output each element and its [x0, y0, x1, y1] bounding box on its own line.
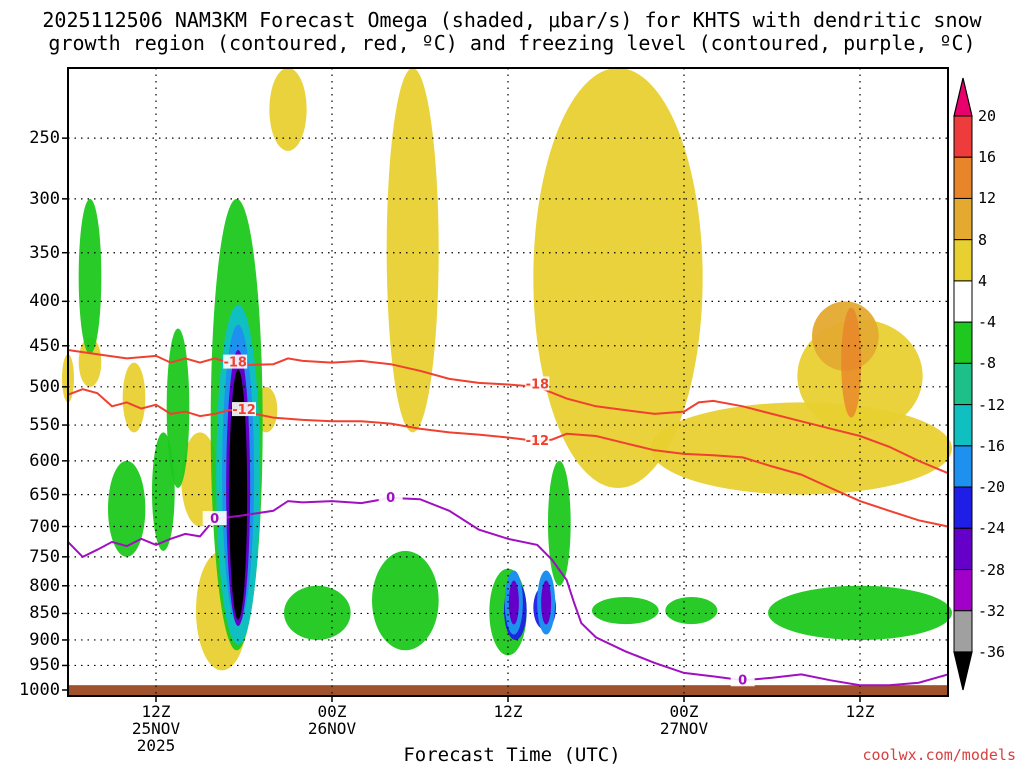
- colorbar-swatch: [953, 239, 973, 282]
- colorbar-label: 4: [978, 271, 988, 290]
- y-tick-label: 600: [29, 450, 60, 471]
- colorbar-swatch: [953, 321, 973, 364]
- y-tick-label: 700: [29, 516, 60, 537]
- colorbar-bottom-triangle: [953, 651, 973, 691]
- omega-shade-8: [533, 68, 703, 488]
- omega-shade-9: [592, 596, 659, 625]
- colorbar-swatch: [953, 404, 973, 447]
- colorbar-label: -36: [978, 643, 1006, 661]
- colorbar-swatch: [953, 486, 973, 529]
- colorbar-top-triangle: [953, 77, 973, 117]
- colorbar-swatch: [953, 115, 973, 158]
- dgz-contour--18: [67, 349, 949, 475]
- omega-core2-purple-1: [541, 580, 552, 625]
- x-axis-title: Forecast Time (UTC): [403, 744, 621, 766]
- omega-shade-6: [269, 68, 307, 151]
- colorbar-swatch: [953, 156, 973, 199]
- omega-shade-11: [768, 585, 952, 640]
- x-tick-label: 25NOV: [131, 719, 181, 738]
- credit-link[interactable]: coolwx.com/models: [862, 746, 1016, 764]
- dgz-label-minus12-b-bg: [525, 433, 550, 448]
- omega-shade-7: [386, 68, 439, 433]
- omega-shade-8: [548, 460, 571, 586]
- dgz-label-minus18-a-bg: [223, 354, 248, 369]
- y-tick-label: 650: [29, 484, 60, 505]
- colorbar-label: -20: [978, 478, 1006, 497]
- y-tick-label: 400: [29, 291, 60, 312]
- y-tick-label: 250: [29, 128, 60, 149]
- omega-shade-0: [78, 198, 102, 355]
- omega-shade-3: [166, 328, 190, 488]
- chart-title-line2: growth region (contoured, red, ºC) and f…: [48, 31, 976, 55]
- omega-shade-9: [650, 402, 952, 495]
- y-tick-label: 450: [29, 335, 60, 356]
- omega-shade-6: [372, 550, 439, 651]
- dgz-label-minus12-b: -12: [526, 434, 550, 449]
- dgz-label-minus18-a: -18: [223, 356, 247, 371]
- dgz-label-minus18-b: -18: [526, 377, 550, 392]
- x-tick-label: 00Z: [317, 702, 347, 721]
- freezing-label-c-bg: [202, 511, 227, 526]
- colorbar-swatch: [953, 197, 973, 241]
- chart-title-line1: 2025112506 NAM3KM Forecast Omega (shaded…: [42, 8, 982, 32]
- ground-band: [68, 685, 948, 696]
- y-tick-label: 300: [29, 188, 60, 209]
- omega-shade-5: [284, 585, 351, 640]
- omega-core2-purple-0: [508, 580, 519, 625]
- omega-shade-10: [665, 596, 718, 625]
- colorbar-label: -32: [978, 601, 1006, 620]
- y-tick-label: 800: [29, 575, 60, 596]
- dgz-label-minus12-a-bg: [232, 402, 256, 417]
- y-tick-label: 900: [29, 629, 60, 650]
- x-tick-label: 2025: [136, 736, 176, 755]
- freezing-label-a: 0: [386, 491, 395, 506]
- y-tick-label: 550: [29, 415, 60, 436]
- dgz-contour--12: [67, 388, 949, 528]
- colorbar-label: -24: [978, 519, 1006, 538]
- x-tick-label: 27NOV: [659, 719, 709, 738]
- y-tick-label: 950: [29, 655, 60, 676]
- y-tick-label: 350: [29, 242, 60, 263]
- colorbar-label: -12: [978, 395, 1006, 414]
- y-tick-label: 500: [29, 376, 60, 397]
- freezing-label-b-bg: [730, 672, 755, 687]
- colorbar-label: -8: [978, 354, 997, 373]
- freezing-label-a-bg: [378, 489, 403, 504]
- omega-shade-2: [152, 432, 175, 551]
- omega-sink-orange: [841, 307, 862, 418]
- x-tick-label: 12Z: [493, 702, 523, 721]
- freezing-label-b: 0: [738, 673, 747, 688]
- omega-shade-3: [181, 432, 219, 527]
- colorbar-label: 8: [978, 230, 988, 249]
- colorbar-label: 16: [978, 148, 997, 167]
- colorbar-label: -28: [978, 560, 1006, 579]
- freezing-label-c: 0: [210, 512, 219, 527]
- colorbar-label: -16: [978, 436, 1006, 455]
- colorbar-label: -4: [978, 313, 997, 332]
- colorbar-label: 20: [978, 107, 997, 125]
- colorbar-swatch: [953, 280, 973, 323]
- colorbar-swatch: [953, 527, 973, 571]
- colorbar-swatch: [953, 362, 973, 406]
- colorbar-swatch: [953, 569, 973, 612]
- colorbar-swatch: [953, 610, 973, 653]
- x-tick-label: 12Z: [141, 702, 171, 721]
- omega-shade-1: [108, 460, 146, 557]
- omega-shade-2: [122, 362, 146, 433]
- dgz-label-minus12-a: -12: [232, 403, 256, 418]
- colorbar-swatch: [953, 445, 973, 488]
- y-tick-label: 750: [29, 546, 60, 567]
- omega-shade-1: [78, 337, 102, 387]
- x-tick-label: 12Z: [845, 702, 875, 721]
- y-tick-label: 850: [29, 603, 60, 624]
- y-tick-label: 1000: [19, 680, 60, 700]
- x-tick-label: 00Z: [669, 702, 699, 721]
- colorbar-label: 12: [978, 189, 997, 208]
- dgz-label-minus18-b-bg: [525, 376, 550, 391]
- x-tick-label: 26NOV: [307, 719, 357, 738]
